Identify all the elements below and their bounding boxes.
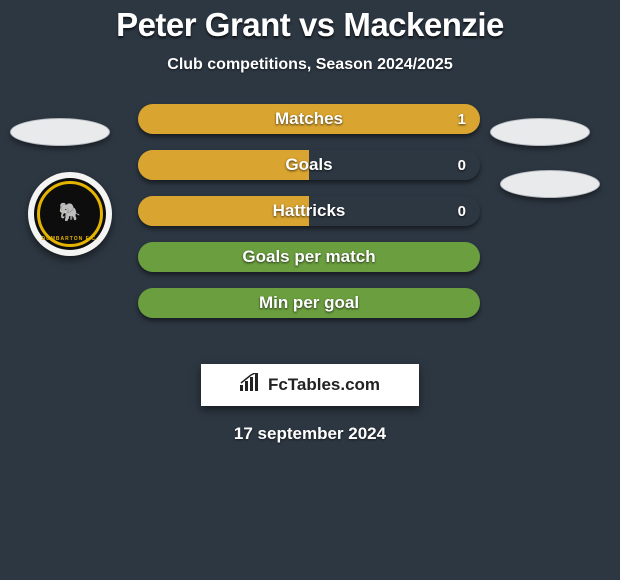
stat-bars: Matches1Goals0Hattricks0Goals per matchM…: [138, 104, 480, 334]
stat-bar-right-value: 0: [458, 196, 466, 226]
stat-bar-row: Min per goal: [138, 288, 480, 318]
stat-bar-row: Matches1: [138, 104, 480, 134]
stat-bar-label: Goals: [138, 150, 480, 180]
stat-bar-label: Min per goal: [138, 288, 480, 318]
player-left-badge: [10, 118, 110, 146]
brand-box: FcTables.com: [201, 364, 419, 406]
stat-bar-label: Goals per match: [138, 242, 480, 272]
player-right-badge-2: [500, 170, 600, 198]
player-right-badge: [490, 118, 590, 146]
stat-bar-label: Matches: [138, 104, 480, 134]
club-badge: 🐘 DUMBARTON F.C.: [28, 172, 112, 256]
stat-bar-row: Goals per match: [138, 242, 480, 272]
stat-bar-right-value: 0: [458, 150, 466, 180]
club-name-label: DUMBARTON F.C.: [42, 236, 99, 242]
stat-bar-label: Hattricks: [138, 196, 480, 226]
comparison-arena: 🐘 DUMBARTON F.C. Matches1Goals0Hattricks…: [0, 104, 620, 364]
date-label: 17 september 2024: [0, 424, 620, 444]
subtitle: Club competitions, Season 2024/2025: [0, 56, 620, 74]
brand-chart-icon: [240, 373, 262, 397]
stat-bar-right-value: 1: [458, 104, 466, 134]
stat-bar-row: Goals0: [138, 150, 480, 180]
stat-bar-row: Hattricks0: [138, 196, 480, 226]
brand-label: FcTables.com: [268, 375, 380, 395]
page-title: Peter Grant vs Mackenzie: [0, 0, 620, 44]
